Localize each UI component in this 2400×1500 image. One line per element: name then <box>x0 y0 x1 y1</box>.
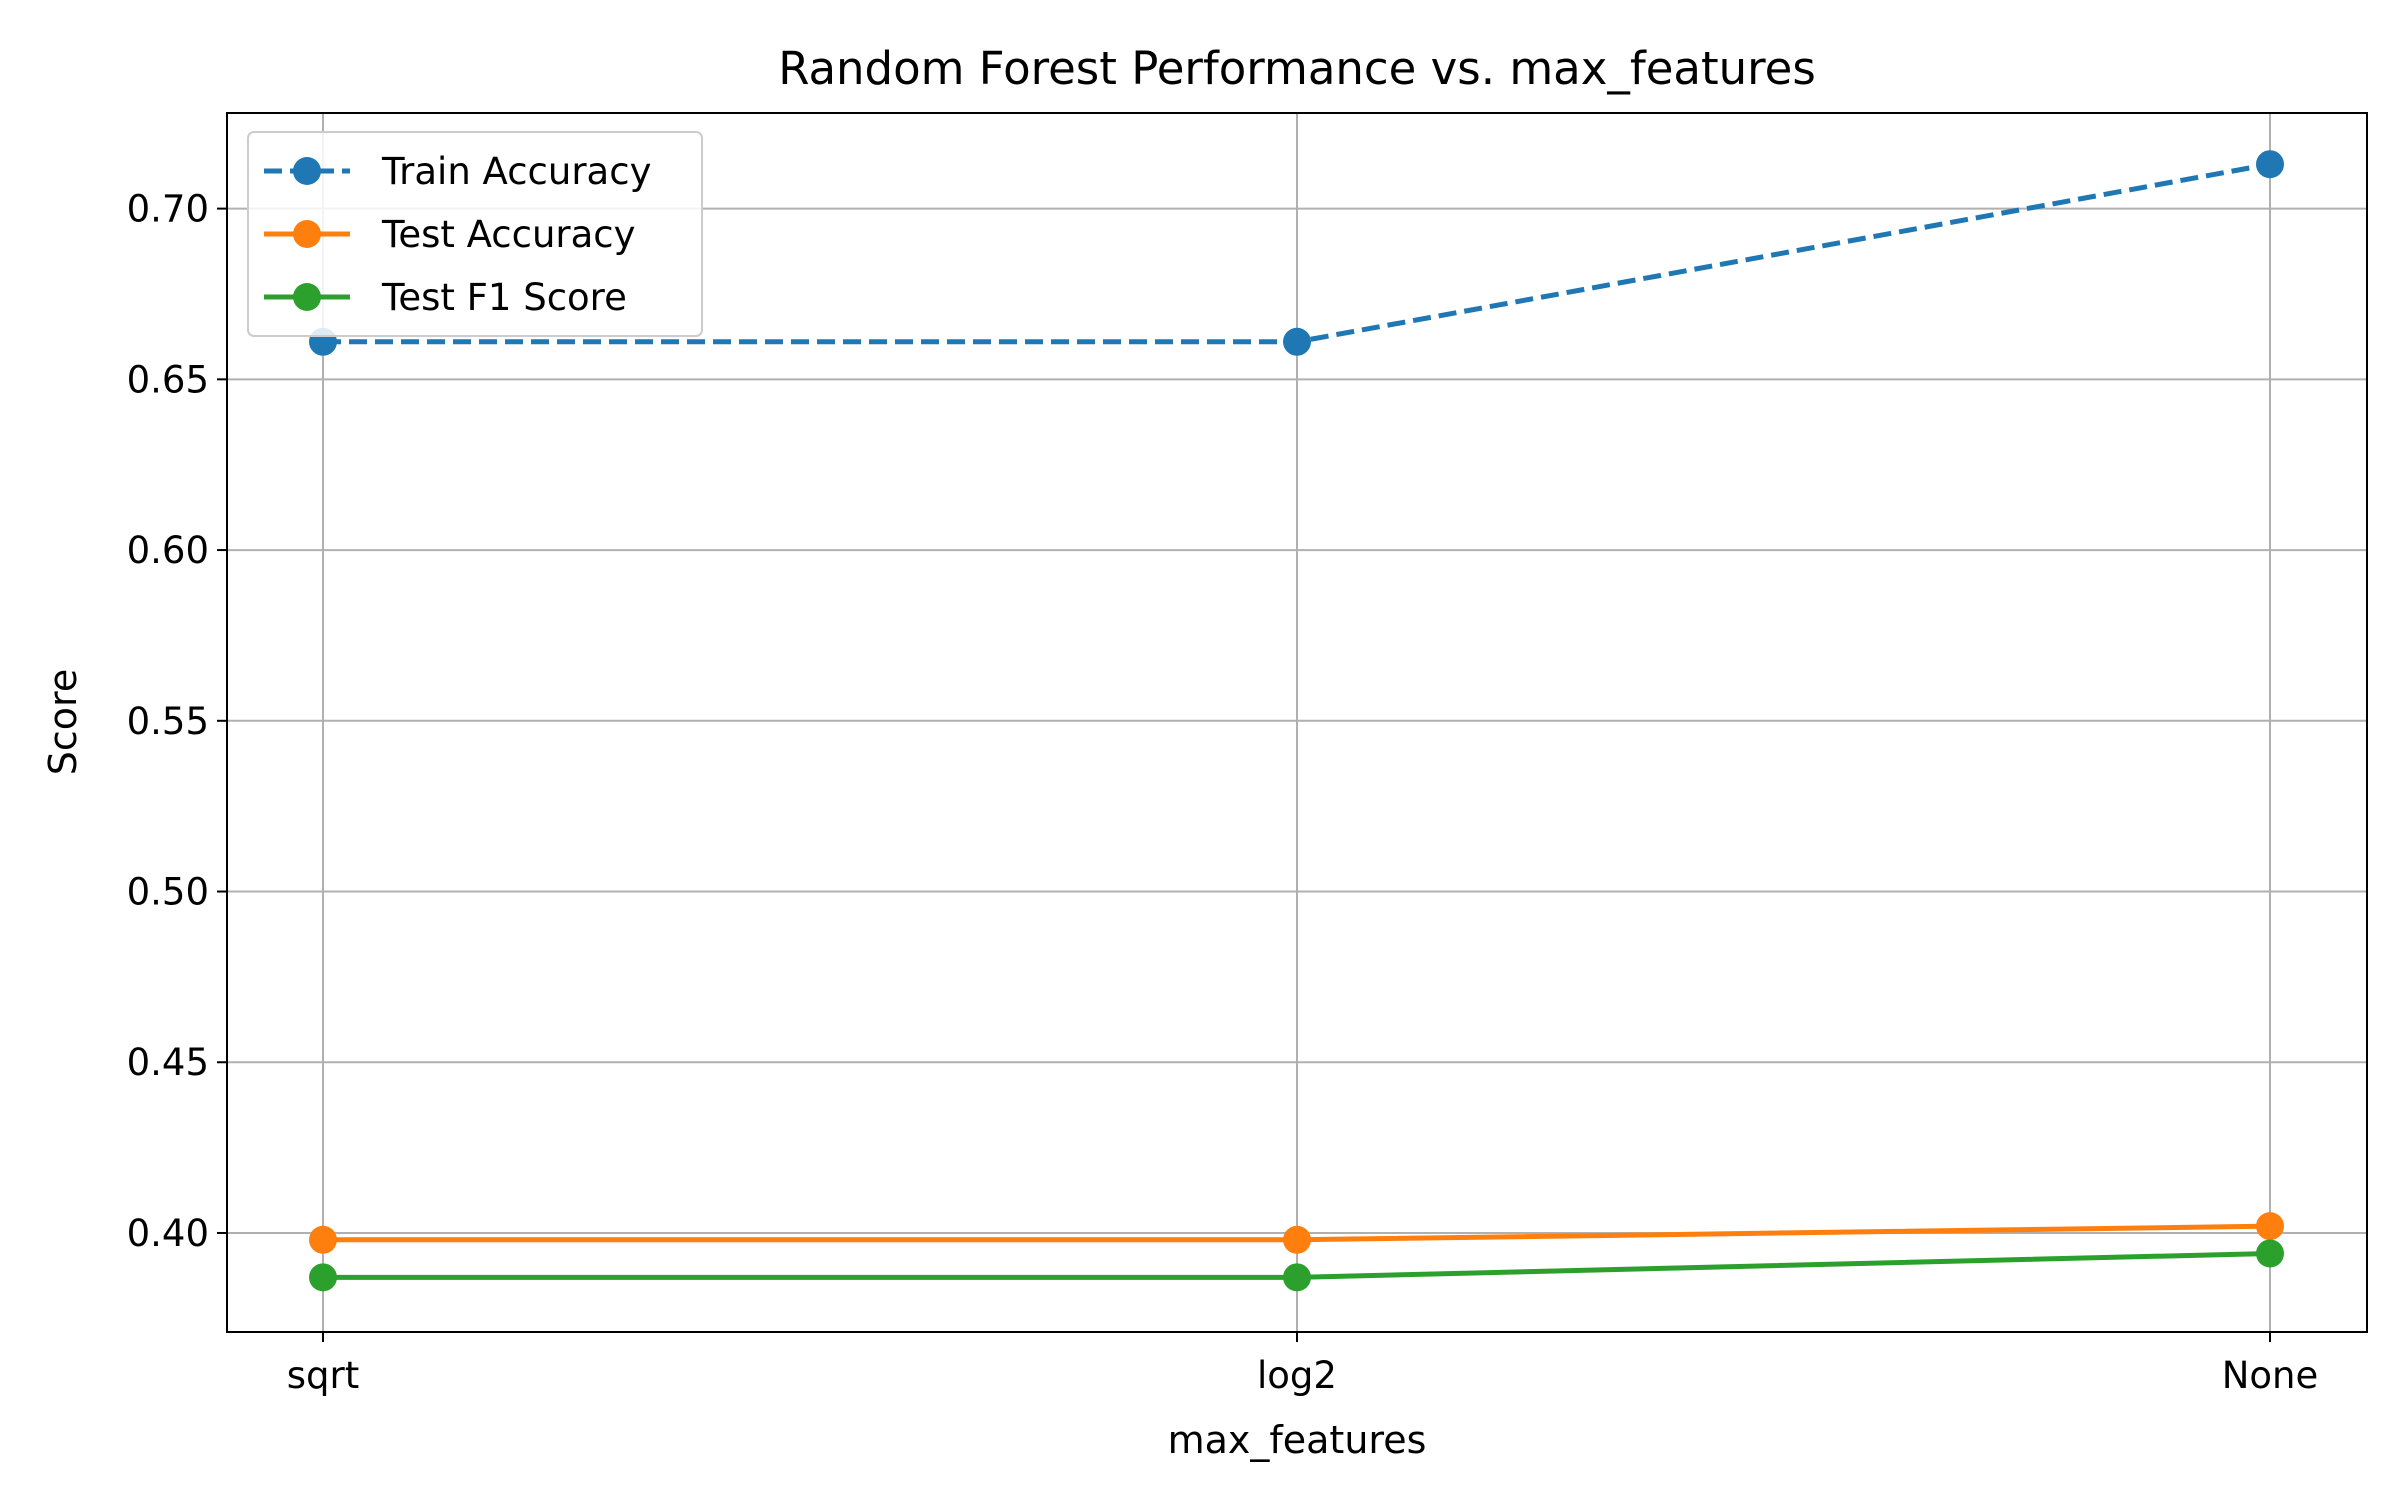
series-test-f1-score <box>309 1239 2284 1292</box>
data-point <box>2256 1212 2284 1241</box>
series-layer <box>309 150 2284 1292</box>
legend-label: Test Accuracy <box>381 213 636 256</box>
legend-box <box>247 131 703 337</box>
legend-entry: Train Accuracy <box>264 150 651 193</box>
y-tick-label: 0.50 <box>127 871 209 914</box>
y-tick-label: 0.65 <box>127 358 209 401</box>
legend-label: Test F1 Score <box>381 276 627 319</box>
legend-marker <box>293 283 321 311</box>
data-point <box>2256 150 2284 179</box>
data-point <box>1283 1225 1311 1254</box>
legend-entry: Test F1 Score <box>264 276 627 319</box>
data-point <box>1283 327 1311 356</box>
legend-label: Train Accuracy <box>381 150 651 193</box>
data-point <box>2256 1239 2284 1268</box>
x-axis-label: max_features <box>1168 1418 1427 1462</box>
data-point <box>309 1263 337 1292</box>
legend: Train Accuracy Test Accuracy Test F1 Score <box>247 131 703 337</box>
legend-marker <box>293 220 321 248</box>
data-point <box>309 1225 337 1254</box>
y-tick-label: 0.45 <box>127 1041 209 1084</box>
data-point <box>1283 1263 1311 1292</box>
series-test-accuracy <box>309 1212 2284 1254</box>
y-tick-label: 0.40 <box>127 1212 209 1255</box>
x-tick-label: None <box>2222 1354 2319 1397</box>
y-tick-label: 0.70 <box>127 188 209 231</box>
y-axis-ticks: 0.40 0.45 0.50 0.55 0.60 0.65 0.70 <box>127 188 227 1255</box>
series-train-accuracy <box>309 150 2284 356</box>
x-axis-ticks: sqrt log2 None <box>287 1332 2319 1397</box>
y-axis-label: Score <box>41 669 85 775</box>
y-tick-label: 0.60 <box>127 529 209 572</box>
legend-marker <box>293 157 321 185</box>
x-tick-label: log2 <box>1257 1354 1337 1397</box>
x-tick-label: sqrt <box>287 1354 359 1397</box>
y-tick-label: 0.55 <box>127 700 209 743</box>
legend-entry: Test Accuracy <box>264 213 636 256</box>
chart-title: Random Forest Performance vs. max_featur… <box>778 42 1816 95</box>
